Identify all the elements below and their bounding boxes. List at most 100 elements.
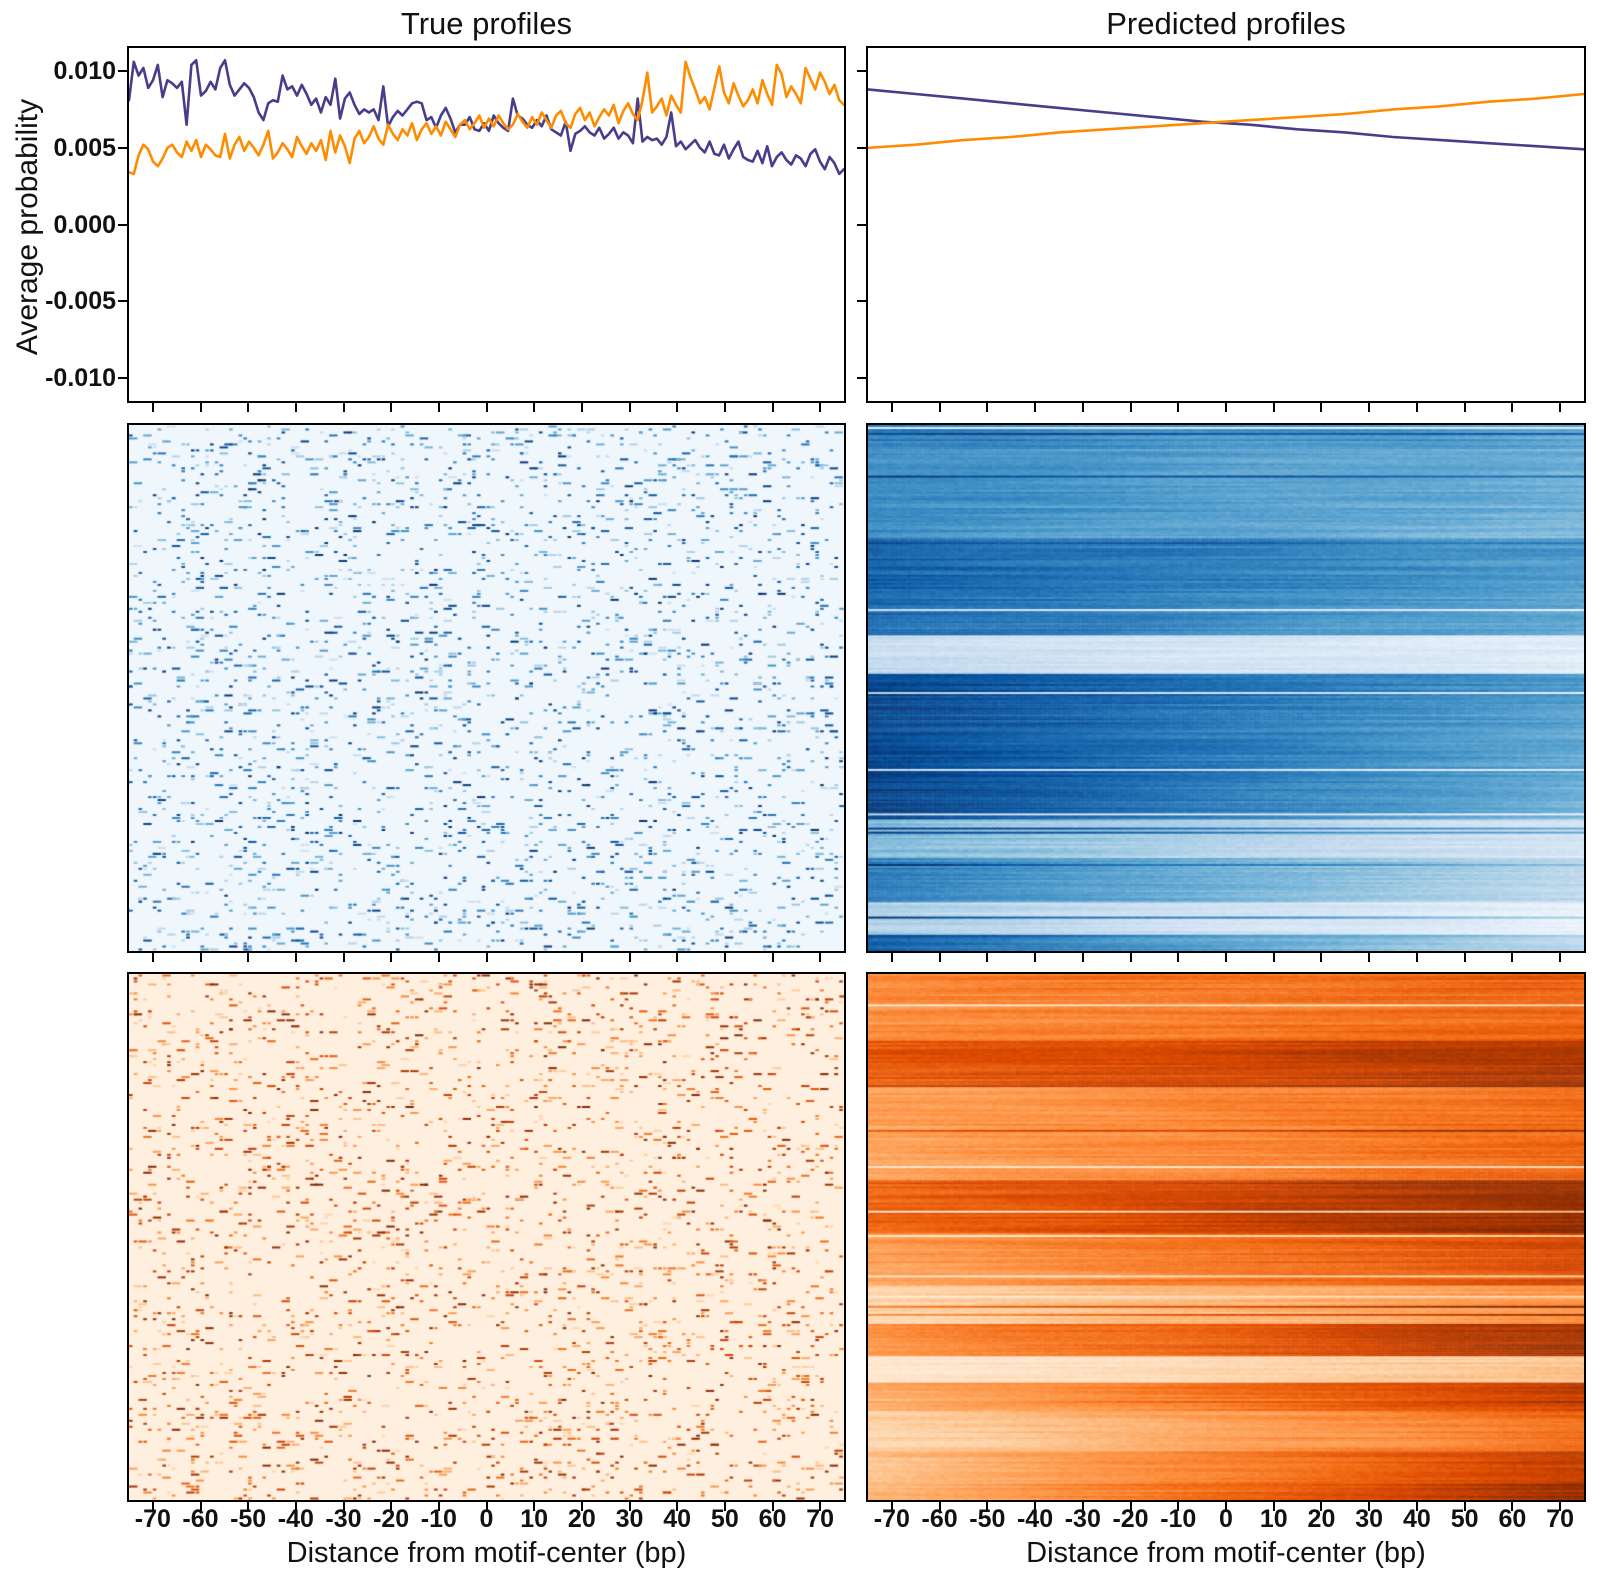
x-tick-label: -40 (1016, 1505, 1054, 1533)
axis-tick (485, 403, 488, 412)
title-true-profiles: True profiles (400, 6, 573, 41)
axis-tick (533, 1502, 536, 1511)
x-tick-label: -20 (373, 1505, 410, 1533)
axis-tick (580, 403, 583, 412)
axis-tick (1368, 953, 1371, 962)
true-heatmap-task2 (129, 974, 844, 1500)
axis-tick (1177, 1502, 1180, 1511)
axis-tick (1081, 403, 1084, 412)
axis-tick (151, 953, 154, 962)
axis-tick (890, 1502, 893, 1511)
axis-tick (857, 223, 866, 226)
x-tick-label: 60 (1498, 1505, 1527, 1533)
y-tick-label: 0.010 (53, 57, 116, 86)
axis-tick (199, 1502, 202, 1511)
axis-tick (1559, 953, 1562, 962)
panel-true-profiles (127, 46, 846, 403)
x-tick-label: -70 (873, 1505, 910, 1533)
axis-tick (485, 1502, 488, 1511)
axis-tick (247, 953, 250, 962)
axis-tick (1320, 403, 1323, 412)
axis-tick (723, 403, 726, 412)
x-axis-label-right: Distance from motif-center (bp) (1026, 1537, 1426, 1569)
axis-tick (437, 403, 440, 412)
axis-tick (938, 1502, 941, 1511)
axis-tick (1225, 1502, 1227, 1511)
axis-tick (533, 953, 536, 962)
axis-tick (437, 1502, 440, 1511)
axis-tick (1368, 403, 1371, 412)
axis-tick (485, 953, 488, 962)
axis-tick (890, 953, 893, 962)
x-tick-label: 30 (615, 1505, 644, 1533)
x-tick-label: 40 (1403, 1505, 1431, 1533)
x-tick-label: 40 (663, 1505, 692, 1533)
axis-tick (1177, 403, 1180, 412)
axis-tick (771, 403, 774, 412)
axis-tick (199, 953, 202, 962)
axis-tick (986, 403, 989, 412)
axis-tick (151, 1502, 154, 1511)
pred-heatmap-task2 (868, 974, 1584, 1500)
axis-tick (1081, 953, 1084, 962)
axis-tick (1368, 1502, 1371, 1511)
profile-line-task-2-orange (129, 60, 844, 176)
axis-tick (342, 403, 345, 412)
x-tick-label: 70 (806, 1505, 835, 1533)
x-tick-label: 60 (758, 1505, 787, 1533)
axis-tick (1034, 403, 1037, 412)
axis-tick (938, 953, 941, 962)
axis-tick (1225, 953, 1227, 962)
axis-tick (199, 403, 202, 412)
x-tick-label: 0 (479, 1505, 494, 1533)
axis-tick (390, 403, 393, 412)
profile-line-task-1-purple (868, 88, 1584, 151)
axis-tick (1129, 1502, 1132, 1511)
x-tick-label: 0 (1219, 1505, 1233, 1533)
axis-tick (1511, 953, 1514, 962)
axis-tick (580, 953, 583, 962)
axis-tick (342, 1502, 345, 1511)
x-tick-label: -40 (277, 1505, 314, 1533)
axis-tick (1081, 1502, 1084, 1511)
axis-tick (628, 403, 631, 412)
axis-tick (890, 403, 893, 412)
axis-tick (986, 1502, 989, 1511)
axis-tick (1320, 953, 1323, 962)
x-tick-label: 50 (1450, 1505, 1479, 1533)
profile-line-task-2-orange (868, 92, 1584, 150)
axis-tick (342, 953, 345, 962)
x-tick-label: 20 (1307, 1505, 1336, 1533)
axis-tick (857, 376, 866, 379)
axis-tick (676, 1502, 679, 1511)
y-tick-label: 0.005 (53, 133, 116, 162)
axis-tick (857, 300, 866, 303)
axis-tick (771, 953, 774, 962)
axis-tick (1559, 403, 1562, 412)
x-tick-label: -10 (1160, 1505, 1197, 1533)
y-tick-label: -0.005 (45, 287, 116, 316)
x-tick-label: -20 (1112, 1505, 1149, 1533)
axis-tick (118, 70, 127, 73)
predicted-profiles-plot (868, 88, 1584, 151)
title-predicted-profiles: Predicted profiles (1106, 6, 1346, 41)
axis-tick (1129, 953, 1132, 962)
axis-tick (1415, 1502, 1418, 1511)
axis-tick (819, 953, 822, 962)
panel-pred-heatmap-task2 (866, 972, 1586, 1502)
axis-tick (771, 1502, 774, 1511)
axis-tick (294, 1502, 297, 1511)
axis-tick (1129, 403, 1132, 412)
x-tick-label: -50 (969, 1505, 1006, 1533)
axis-tick (723, 1502, 726, 1511)
x-tick-label: 20 (567, 1505, 596, 1533)
axis-tick (1034, 953, 1037, 962)
axis-tick (1415, 403, 1418, 412)
axis-tick (1415, 953, 1418, 962)
axis-tick (1177, 953, 1180, 962)
axis-tick (1272, 953, 1275, 962)
x-tick-label: 10 (520, 1505, 549, 1533)
pred-heatmap-task1 (868, 425, 1584, 951)
axis-tick (1034, 1502, 1037, 1511)
